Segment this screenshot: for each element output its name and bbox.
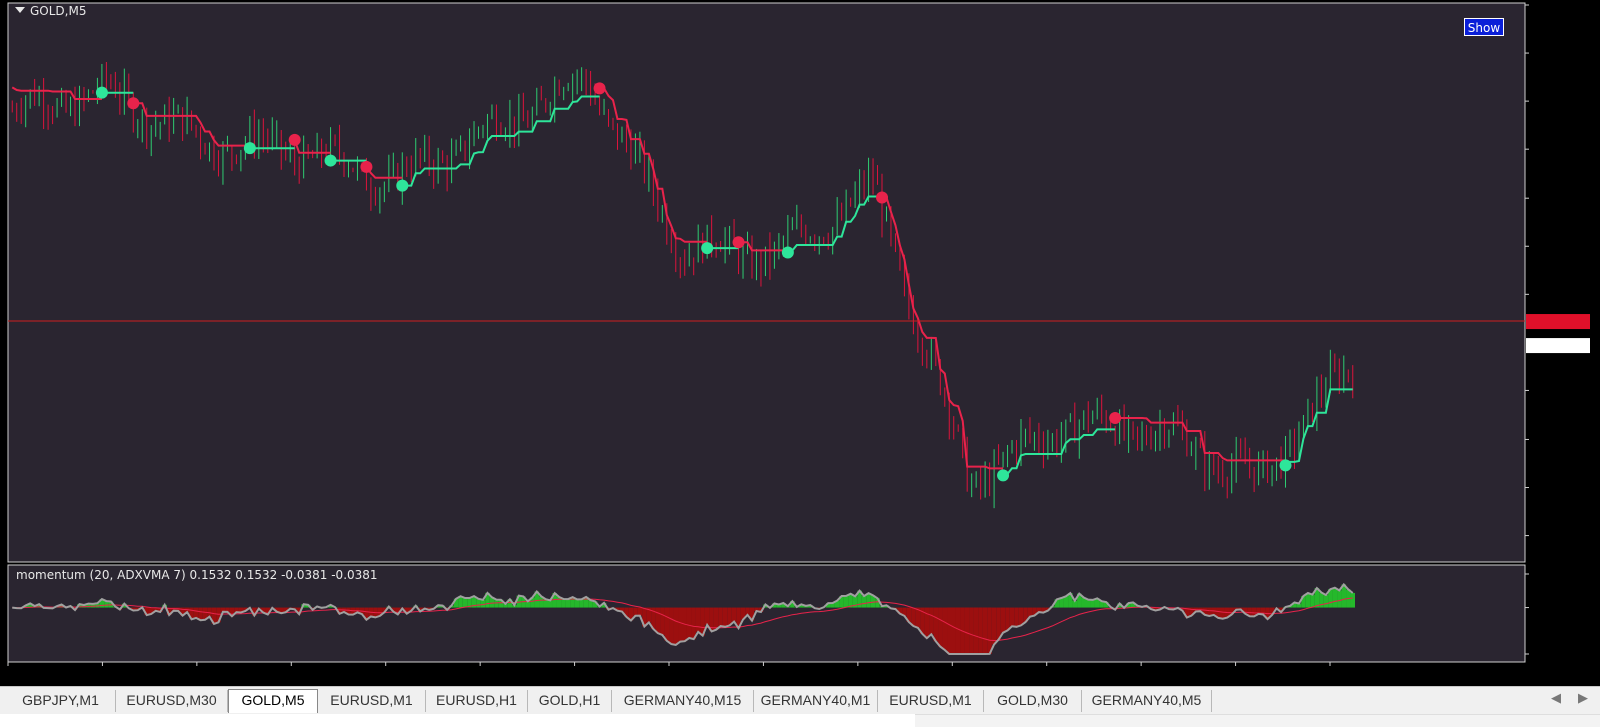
trend-down-segment <box>11 86 102 100</box>
tab-eurusd-m1[interactable]: EURUSD,M1 <box>878 690 984 712</box>
tab-gold-m30[interactable]: GOLD,M30 <box>984 690 1082 712</box>
trend-up-segment <box>787 195 883 254</box>
buy-signal-icon <box>1279 459 1292 472</box>
tab-germany40-m1[interactable]: GERMANY40,M1 <box>754 690 878 712</box>
buy-signal-icon <box>701 242 714 255</box>
collapse-triangle-icon[interactable] <box>15 7 25 13</box>
buy-signal-icon <box>95 86 108 99</box>
tab-eurusd-h1[interactable]: EURUSD,H1 <box>426 690 528 712</box>
trend-down-segment <box>738 241 788 252</box>
indicator-axis <box>1525 573 1529 655</box>
sell-signal-icon <box>360 160 373 173</box>
tab-eurusd-m30[interactable]: EURUSD,M30 <box>116 690 228 712</box>
tabs-scroll-left-icon[interactable]: ◀ <box>1551 691 1561 706</box>
trend-down-segment <box>882 196 1004 470</box>
current-price-box <box>1526 314 1590 330</box>
tab-germany40-m15[interactable]: GERMANY40,M15 <box>612 690 754 712</box>
indicator-label: momentum (20, ADXVMA 7) 0.1532 0.1532 -0… <box>16 568 378 582</box>
status-segment <box>915 714 1600 727</box>
signals-group <box>95 82 1292 482</box>
chart-tabs-bar: GBPJPY,M1 EURUSD,M30 GOLD,M5 EURUSD,M1 EURUS… <box>0 686 1600 715</box>
sell-signal-icon <box>127 97 140 110</box>
main-panel[interactable] <box>7 2 1526 563</box>
time-axis <box>7 662 1331 666</box>
tab-germany40-m5[interactable]: GERMANY40,M5 <box>1082 690 1212 712</box>
tab-eurusd-m1[interactable]: EURUSD,M1 <box>318 690 426 712</box>
sell-signal-icon <box>593 82 606 95</box>
trend-lines-group <box>11 86 1353 477</box>
status-strip <box>0 714 1600 727</box>
buy-signal-icon <box>997 469 1010 482</box>
momentum-line <box>12 582 1354 655</box>
trend-up-segment <box>1284 388 1353 467</box>
tab-gbpjpy-m1[interactable]: GBPJPY,M1 <box>6 690 116 712</box>
sell-signal-icon <box>876 191 889 204</box>
trend-down-segment <box>1115 417 1286 462</box>
tab-gold-m5[interactable]: GOLD,M5 <box>228 689 318 713</box>
show-button[interactable]: Show <box>1464 18 1504 36</box>
trend-up-segment <box>1002 428 1116 477</box>
tab-gold-h1[interactable]: GOLD,H1 <box>528 690 612 712</box>
trend-down-segment <box>293 139 331 154</box>
symbol-label[interactable]: GOLD,M5 <box>15 4 86 18</box>
sell-signal-icon <box>732 236 745 249</box>
price-axis <box>1525 4 1590 537</box>
buy-signal-icon <box>243 142 256 155</box>
trend-down-segment <box>599 87 708 243</box>
sell-signal-icon <box>288 133 301 146</box>
indicator-lines-group <box>12 582 1354 655</box>
trend-down-segment <box>133 102 250 147</box>
bid-price-box <box>1526 338 1590 354</box>
trend-up-segment <box>402 95 600 187</box>
tabs-scroll-right-icon[interactable]: ▶ <box>1578 691 1588 706</box>
sell-signal-icon <box>1109 411 1122 424</box>
chart-window[interactable]: GOLD,M5 Show momentum (20, ADXVMA 7) 0.1… <box>0 0 1600 686</box>
trend-down-segment <box>365 166 403 179</box>
buy-signal-icon <box>781 246 794 259</box>
symbol-text: GOLD,M5 <box>30 4 87 18</box>
buy-signal-icon <box>396 179 409 192</box>
chart-canvas[interactable] <box>0 0 1600 686</box>
buy-signal-icon <box>324 154 337 167</box>
